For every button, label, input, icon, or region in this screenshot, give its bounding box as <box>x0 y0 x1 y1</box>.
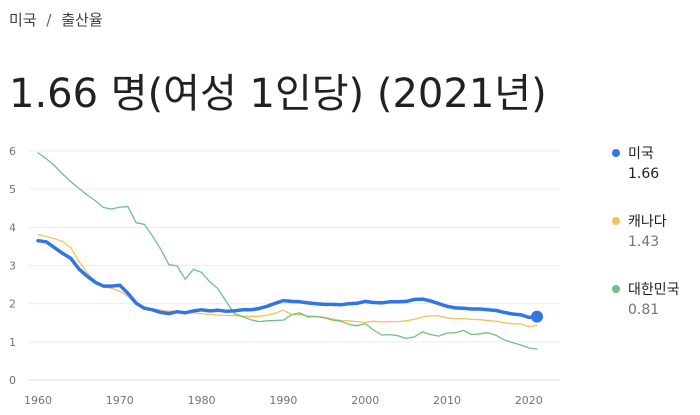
legend-name: 대한민국 <box>628 282 680 298</box>
y-tick-label: 5 <box>9 183 16 196</box>
x-tick-label: 2010 <box>433 394 461 407</box>
legend-name: 캐나다 <box>628 214 667 230</box>
y-tick-label: 6 <box>9 145 16 158</box>
legend-dot-icon <box>612 285 620 293</box>
breadcrumb-metric: 출산율 <box>61 11 103 29</box>
y-tick-label: 2 <box>9 298 16 311</box>
y-tick-label: 4 <box>9 221 16 234</box>
breadcrumb-separator: / <box>46 11 52 29</box>
x-tick-label: 1970 <box>106 394 134 407</box>
y-tick-label: 3 <box>9 260 16 273</box>
y-tick-label: 0 <box>9 374 16 387</box>
legend-dot-icon <box>612 217 620 225</box>
series-line-0 <box>36 238 539 320</box>
series-last-point[interactable] <box>531 310 543 323</box>
breadcrumb-country[interactable]: 미국 <box>9 11 37 29</box>
series-line-1 <box>37 233 538 328</box>
legend-value: 0.81 <box>628 302 660 318</box>
legend-dot-icon <box>612 149 620 157</box>
x-tick-label: 2000 <box>351 394 379 407</box>
x-tick-label: 1980 <box>188 394 216 407</box>
breadcrumb: 미국 / 출산율 <box>9 9 103 30</box>
x-tick-label: 2020 <box>515 394 543 407</box>
y-tick-label: 1 <box>9 336 16 349</box>
legend-item-1[interactable]: 캐나다 1.43 <box>612 211 667 250</box>
headline-value: 1.66 명(여성 1인당) (2021년) <box>9 71 547 117</box>
x-tick-label: 1990 <box>269 394 297 407</box>
legend-value: 1.66 <box>628 166 660 182</box>
x-tick-label: 1960 <box>24 394 52 407</box>
legend-item-0[interactable]: 미국 1.66 <box>612 143 659 182</box>
legend-name: 미국 <box>628 146 654 162</box>
legend-item-2[interactable]: 대한민국 0.81 <box>612 279 680 318</box>
legend-value: 1.43 <box>628 234 660 250</box>
series-line-2 <box>37 152 538 350</box>
fertility-line-chart: 0 1 2 3 4 5 6 1960 1970 1980 1990 2000 2010 2020 <box>9 145 560 407</box>
